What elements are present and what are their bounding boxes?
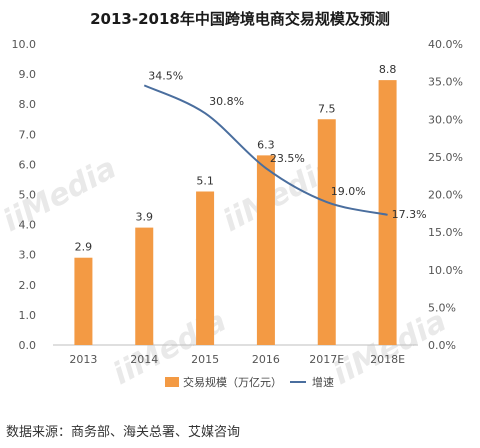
- growth-value-label: 17.3%: [392, 208, 427, 221]
- y-left-tick-label: 7.0: [19, 128, 37, 141]
- bar: [74, 257, 93, 345]
- y-right-tick-label: 25.0%: [428, 151, 463, 164]
- legend-label-line: 增速: [312, 375, 334, 389]
- legend: 交易规模（万亿元） 增速: [165, 375, 334, 389]
- y-right-tick-label: 10.0%: [428, 264, 463, 277]
- y-left-tick-label: 9.0: [19, 68, 37, 81]
- y-left-tick-label: 5.0: [19, 189, 37, 202]
- bar-value-label: 2.9: [75, 241, 93, 254]
- y-left-tick-label: 0.0: [19, 339, 37, 352]
- y-left-tick-label: 10.0: [12, 38, 37, 51]
- y-right-tick-label: 40.0%: [428, 38, 463, 51]
- growth-value-label: 19.0%: [331, 185, 366, 198]
- bar-value-label: 5.1: [196, 174, 214, 187]
- growth-value-label: 23.5%: [270, 152, 305, 165]
- axes: 0.0 1.0 2.0 3.0 4.0 5.0 6.0 7.0 8.0 9.0 10.0 0.0% 5.…: [12, 38, 463, 366]
- bar-series: [74, 80, 397, 346]
- y-left-tick-label: 1.0: [19, 309, 37, 322]
- chart-title: 2013-2018年中国跨境电商交易规模及预测: [90, 10, 390, 28]
- bar-value-label: 8.8: [379, 63, 397, 76]
- legend-label-bar: 交易规模（万亿元）: [183, 375, 282, 389]
- bar: [256, 155, 275, 345]
- growth-value-label: 30.8%: [209, 95, 244, 108]
- x-tick-label: 2015: [191, 353, 219, 366]
- y-right-tick-label: 30.0%: [428, 113, 463, 126]
- x-tick-label: 2018E: [370, 353, 405, 366]
- y-right-tick-label: 5.0%: [428, 301, 456, 314]
- x-tick-label: 2014: [130, 353, 158, 366]
- growth-line: [143, 84, 388, 216]
- legend-swatch-bar: [165, 377, 179, 387]
- bar-value-label: 6.3: [257, 138, 275, 151]
- y-right-tick-label: 20.0%: [428, 189, 463, 202]
- bar: [196, 191, 215, 345]
- y-right-tick-label: 0.0%: [428, 339, 456, 352]
- y-left-tick-label: 4.0: [19, 219, 37, 232]
- y-right-tick-label: 15.0%: [428, 226, 463, 239]
- bar-value-label: 7.5: [318, 102, 336, 115]
- growth-value-label: 34.5%: [148, 69, 183, 82]
- bar: [317, 119, 336, 345]
- y-left-tick-label: 2.0: [19, 279, 37, 292]
- bar: [378, 80, 397, 346]
- data-labels: 2.9 3.9 5.1 6.3 7.5 8.8 34.5% 30.8% 23.5% 19.0% 17…: [75, 63, 427, 254]
- bar: [135, 227, 154, 345]
- growth-line-series: [143, 84, 388, 216]
- x-tick-label: 2016: [252, 353, 280, 366]
- x-tick-label: 2017E: [309, 353, 344, 366]
- y-left-tick-label: 3.0: [19, 249, 37, 262]
- source-note: 数据来源：商务部、海关总署、艾媒咨询: [6, 424, 240, 440]
- y-left-tick-label: 8.0: [19, 98, 37, 111]
- y-right-tick-label: 35.0%: [428, 76, 463, 89]
- x-tick-label: 2013: [69, 353, 97, 366]
- y-left-tick-label: 6.0: [19, 158, 37, 171]
- bar-value-label: 3.9: [136, 211, 154, 224]
